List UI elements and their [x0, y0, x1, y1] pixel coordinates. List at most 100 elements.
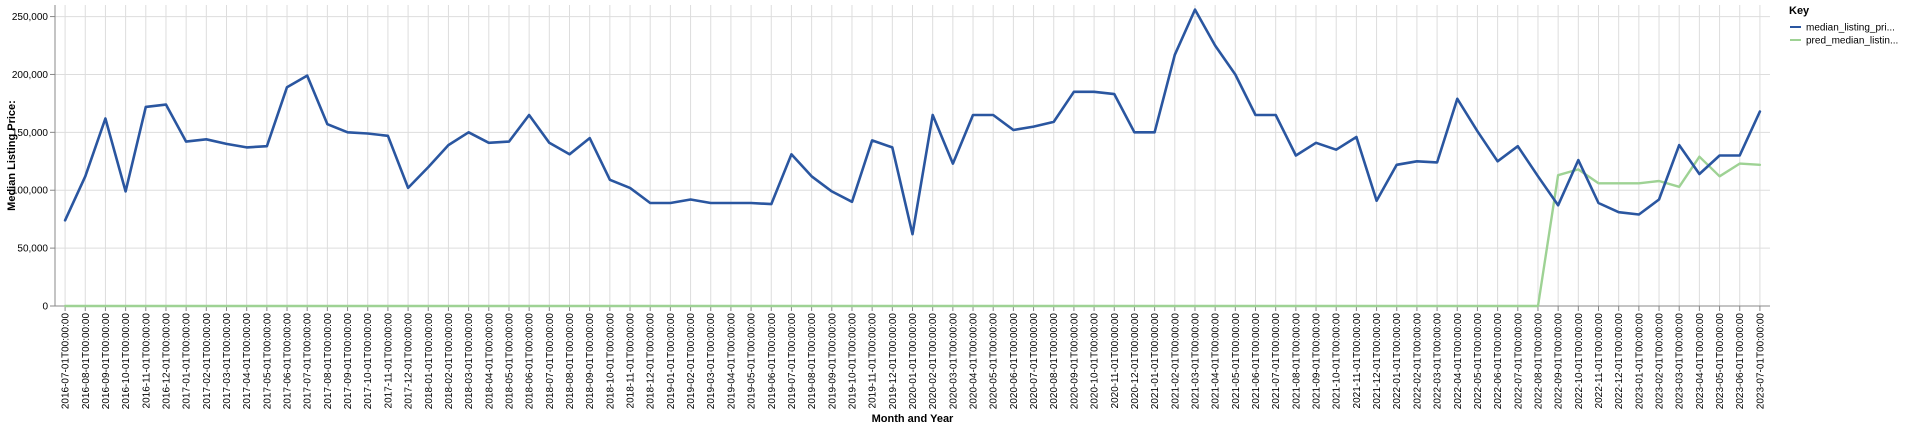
x-tick-label: 2018-04-01T00:00:00 [484, 313, 495, 410]
x-tick-label: 2016-08-01T00:00:00 [81, 313, 92, 410]
x-tick-label: 2021-11-01T00:00:00 [1352, 313, 1363, 409]
x-tick-label: 2021-06-01T00:00:00 [1251, 313, 1262, 410]
x-tick-label: 2023-06-01T00:00:00 [1735, 313, 1746, 410]
x-tick-label: 2020-01-01T00:00:00 [908, 313, 919, 410]
x-tick-label: 2022-06-01T00:00:00 [1493, 313, 1504, 410]
x-tick-label: 2017-06-01T00:00:00 [283, 313, 294, 410]
x-tick-label: 2021-10-01T00:00:00 [1332, 313, 1343, 410]
x-tick-label: 2019-04-01T00:00:00 [726, 313, 737, 410]
x-tick-label: 2021-02-01T00:00:00 [1170, 313, 1181, 410]
x-tick-label: 2019-11-01T00:00:00 [868, 313, 879, 409]
x-tick-label: 2022-07-01T00:00:00 [1513, 313, 1524, 410]
x-tick-label: 2023-04-01T00:00:00 [1695, 313, 1706, 410]
x-tick-label: 2022-01-01T00:00:00 [1392, 313, 1403, 410]
x-tick-label: 2018-01-01T00:00:00 [424, 313, 435, 410]
x-tick-label: 2017-07-01T00:00:00 [303, 313, 314, 410]
x-tick-label: 2019-06-01T00:00:00 [767, 313, 778, 410]
y-axis-ticks: 0 50,000 100,000 150,000 200,000 250,000 [12, 12, 55, 313]
x-tick-label: 2018-08-01T00:00:00 [565, 313, 576, 410]
x-tick-label: 2022-09-01T00:00:00 [1554, 313, 1565, 410]
x-tick-label: 2023-03-01T00:00:00 [1675, 313, 1686, 410]
x-tick-label: 2021-04-01T00:00:00 [1211, 313, 1222, 410]
series-line-1 [63, 155, 1762, 308]
x-tick-label: 2021-03-01T00:00:00 [1190, 313, 1201, 410]
x-tick-label: 2020-04-01T00:00:00 [969, 313, 980, 410]
x-tick-label: 2020-03-01T00:00:00 [948, 313, 959, 410]
x-tick-label: 2017-04-01T00:00:00 [242, 313, 253, 410]
x-tick-label: 2018-11-01T00:00:00 [626, 313, 637, 409]
x-tick-label: 2017-08-01T00:00:00 [323, 313, 334, 410]
x-tick-label: 2016-10-01T00:00:00 [121, 313, 132, 410]
x-tick-label: 2018-07-01T00:00:00 [545, 313, 556, 410]
x-tick-label: 2021-05-01T00:00:00 [1231, 313, 1242, 410]
x-tick-label: 2017-11-01T00:00:00 [383, 313, 394, 409]
x-tick-label: 2022-05-01T00:00:00 [1473, 313, 1484, 410]
x-tick-label: 2017-02-01T00:00:00 [202, 313, 213, 410]
x-tick-label: 2017-12-01T00:00:00 [404, 313, 415, 410]
x-tick-label: 2023-02-01T00:00:00 [1655, 313, 1666, 410]
x-tick-label: 2019-12-01T00:00:00 [888, 313, 899, 410]
y-tick-label: 0 [42, 302, 48, 313]
legend-label: median_listing_pri... [1806, 23, 1895, 34]
x-tick-label: 2018-10-01T00:00:00 [605, 313, 616, 410]
x-tick-label: 2020-10-01T00:00:00 [1090, 313, 1101, 410]
x-tick-label: 2022-10-01T00:00:00 [1574, 313, 1585, 410]
x-axis-title: Month and Year [872, 413, 954, 425]
series-layer [63, 8, 1762, 308]
x-tick-label: 2017-10-01T00:00:00 [363, 313, 374, 410]
x-tick-label: 2018-09-01T00:00:00 [585, 313, 596, 410]
legend-title: Key [1789, 5, 1810, 17]
x-tick-label: 2018-02-01T00:00:00 [444, 313, 455, 410]
x-tick-label: 2019-10-01T00:00:00 [847, 313, 858, 410]
x-tick-label: 2019-01-01T00:00:00 [666, 313, 677, 410]
legend: Key median_listing_pri... pred_median_lis… [1789, 5, 1898, 47]
x-tick-label: 2020-02-01T00:00:00 [928, 313, 939, 410]
x-tick-label: 2020-12-01T00:00:00 [1130, 313, 1141, 410]
x-tick-label: 2016-09-01T00:00:00 [101, 313, 112, 410]
x-tick-label: 2019-09-01T00:00:00 [827, 313, 838, 410]
x-tick-label: 2016-11-01T00:00:00 [141, 313, 152, 409]
x-tick-label: 2017-03-01T00:00:00 [222, 313, 233, 410]
x-tick-label: 2020-08-01T00:00:00 [1049, 313, 1060, 410]
grid [55, 5, 1770, 307]
x-tick-label: 2019-02-01T00:00:00 [686, 313, 697, 410]
series-line-0 [63, 8, 1762, 236]
x-tick-label: 2022-04-01T00:00:00 [1453, 313, 1464, 410]
x-tick-label: 2019-07-01T00:00:00 [787, 313, 798, 410]
x-axis-ticks: 2016-07-01T00:00:00 2016-08-01T00:00:00 20… [61, 306, 1766, 410]
x-tick-label: 2016-12-01T00:00:00 [161, 313, 172, 410]
x-tick-label: 2022-03-01T00:00:00 [1433, 313, 1444, 410]
x-tick-label: 2021-12-01T00:00:00 [1372, 313, 1383, 410]
y-axis-title: Median Listing Price: [6, 100, 18, 211]
x-tick-label: 2023-05-01T00:00:00 [1715, 313, 1726, 410]
x-tick-label: 2020-09-01T00:00:00 [1069, 313, 1080, 410]
x-tick-label: 2022-11-01T00:00:00 [1594, 313, 1605, 409]
y-tick-label: 150,000 [12, 128, 49, 139]
x-tick-label: 2023-07-01T00:00:00 [1755, 313, 1766, 410]
x-tick-label: 2017-01-01T00:00:00 [182, 313, 193, 410]
x-tick-label: 2019-03-01T00:00:00 [706, 313, 717, 410]
x-tick-label: 2020-07-01T00:00:00 [1029, 313, 1040, 410]
legend-items: median_listing_pri... pred_median_listin.… [1790, 23, 1898, 47]
y-tick-label: 200,000 [12, 70, 49, 81]
y-tick-label: 100,000 [12, 186, 49, 197]
x-tick-label: 2020-06-01T00:00:00 [1009, 313, 1020, 410]
x-tick-label: 2018-12-01T00:00:00 [646, 313, 657, 410]
x-tick-label: 2018-06-01T00:00:00 [525, 313, 536, 410]
y-tick-label: 250,000 [12, 12, 49, 23]
legend-label: pred_median_listin... [1806, 36, 1898, 47]
x-tick-label: 2017-09-01T00:00:00 [343, 313, 354, 410]
x-tick-label: 2018-03-01T00:00:00 [464, 313, 475, 410]
x-tick-label: 2019-08-01T00:00:00 [807, 313, 818, 410]
x-tick-label: 2021-07-01T00:00:00 [1271, 313, 1282, 410]
x-tick-label: 2018-05-01T00:00:00 [504, 313, 515, 410]
x-tick-label: 2017-05-01T00:00:00 [262, 313, 273, 410]
x-tick-label: 2021-09-01T00:00:00 [1312, 313, 1323, 410]
x-tick-label: 2016-07-01T00:00:00 [61, 313, 72, 410]
x-tick-label: 2021-01-01T00:00:00 [1150, 313, 1161, 410]
x-tick-label: 2020-05-01T00:00:00 [989, 313, 1000, 410]
x-tick-label: 2020-11-01T00:00:00 [1110, 313, 1121, 409]
x-tick-label: 2022-12-01T00:00:00 [1614, 313, 1625, 410]
x-tick-label: 2019-05-01T00:00:00 [747, 313, 758, 410]
x-tick-label: 2022-08-01T00:00:00 [1533, 313, 1544, 410]
